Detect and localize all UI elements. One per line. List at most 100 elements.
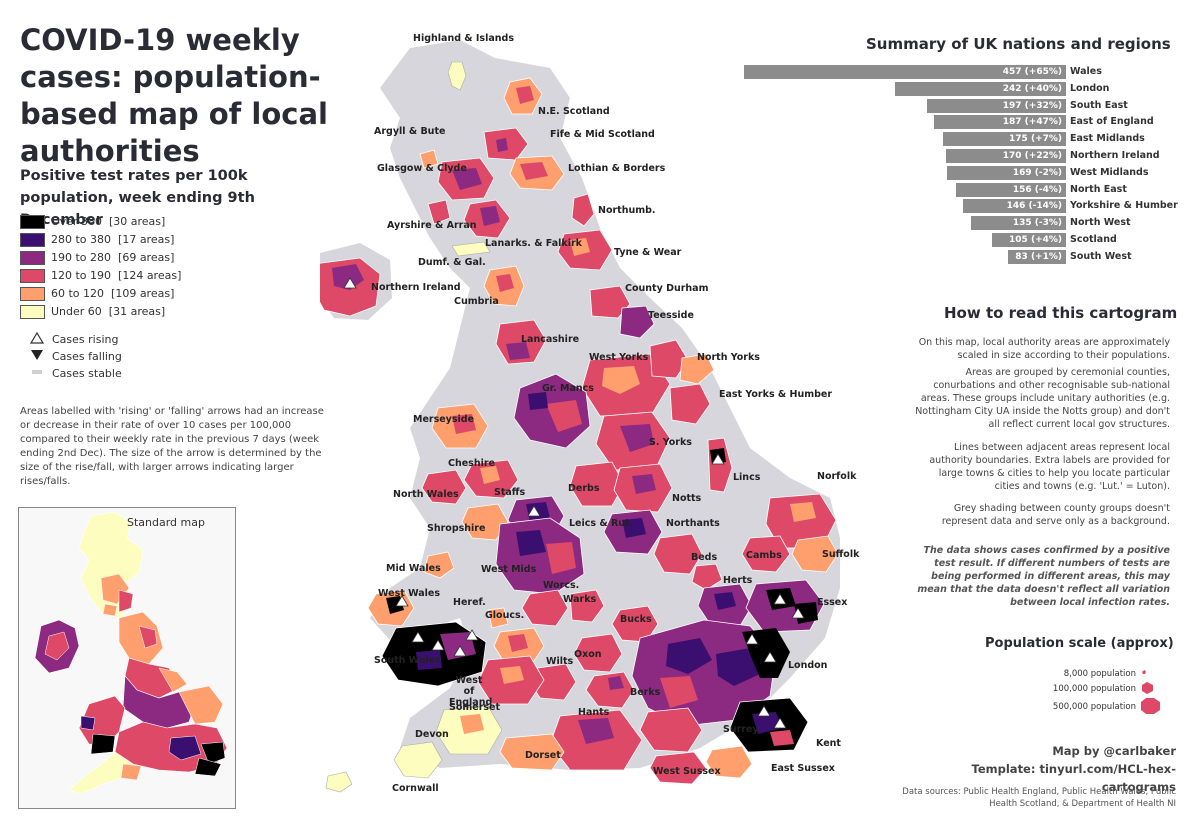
summary-bar-value: 197 (+32%) <box>1002 100 1062 111</box>
legend-swatch <box>20 268 45 283</box>
summary-bar-label: London <box>1070 82 1110 94</box>
summary-bar <box>992 233 1066 247</box>
map-label: West Mids <box>481 564 537 575</box>
map-label: Lanarks. & Falkirk <box>485 238 582 249</box>
arrows-note: Areas labelled with 'rising' or 'falling… <box>20 406 324 487</box>
map-label: Hants <box>578 707 610 718</box>
summary-bar-value: 156 (-4%) <box>1012 184 1062 195</box>
summary-bar-value: 135 (-3%) <box>1012 218 1062 229</box>
map-label: N.E. Scotland <box>538 106 610 117</box>
map-label: East Sussex <box>771 763 835 774</box>
page-title: COVID-19 weekly cases: population-based … <box>20 23 328 168</box>
trend-label: Cases rising <box>52 333 119 346</box>
summary-bar-value: 187 (+47%) <box>1002 117 1062 128</box>
population-scale-label: 100,000 population <box>1052 684 1136 694</box>
summary-bar-label: West Midlands <box>1070 166 1149 178</box>
map-label: Devon <box>415 729 449 740</box>
legend-label: 280 to 380 <box>51 233 112 246</box>
map-label: Northumb. <box>598 205 656 216</box>
summary-bar <box>947 165 1066 180</box>
summary-bar-label: East of England <box>1070 116 1154 128</box>
legend-item-120-190: 120 to 190 [124 areas] <box>20 267 181 284</box>
map-label: Somerset <box>449 702 501 713</box>
legend-label: Under 60 <box>51 305 102 318</box>
map-label: Lancashire <box>521 334 580 345</box>
legend-count: [17 areas] <box>118 233 175 246</box>
map-label: Tyne & Wear <box>614 247 682 258</box>
legend-count: [30 areas] <box>108 215 166 228</box>
summary-bar <box>963 199 1066 214</box>
map-label: Lothian & Borders <box>568 163 666 174</box>
summary-bar-label: Wales <box>1070 66 1102 77</box>
map-label: Wilts <box>546 656 574 667</box>
summary-bar <box>971 216 1066 231</box>
legend-count: [109 areas] <box>111 287 175 300</box>
summary-bar <box>927 98 1066 113</box>
summary-bar-label: North East <box>1070 183 1127 195</box>
hex-cartogram <box>320 40 840 793</box>
summary-bar-value: 175 (+7%) <box>1009 134 1062 145</box>
howto-paragraph: Lines between adjacent areas represent l… <box>929 442 1170 492</box>
map-label: Gr. Mancs <box>542 383 594 394</box>
map-label: Surrey <box>723 724 759 735</box>
stable-bar-icon <box>28 366 46 381</box>
legend-item-under-60: Under 60 [31 areas] <box>20 303 165 320</box>
legend-item-280-380: 280 to 380 [17 areas] <box>20 231 174 248</box>
map-label: Worcs. <box>543 580 580 591</box>
trend-rising: Cases rising <box>28 331 119 347</box>
trend-falling: Cases falling <box>28 349 122 364</box>
legend-swatch <box>20 232 45 247</box>
map-label: Cumbria <box>454 296 499 307</box>
summary-bar <box>1008 249 1066 264</box>
legend-item-190-280: 190 to 280 [69 areas] <box>20 249 174 266</box>
map-label: Notts <box>672 493 702 504</box>
summary-bar-value: 457 (+65%) <box>1002 67 1062 77</box>
legend-swatch <box>20 214 45 229</box>
author-credit: Map by @carlbaker <box>1052 744 1176 758</box>
summary-bar-value: 105 (+4%) <box>1009 235 1062 245</box>
map-label: West of England <box>449 675 493 708</box>
map-label: Suffolk <box>822 549 860 560</box>
map-label: Northern Ireland <box>371 282 461 293</box>
summary-bar-value: 170 (+22%) <box>1002 151 1062 161</box>
triangle-up-icon <box>28 331 46 347</box>
map-label: Berks <box>630 687 661 698</box>
legend-item-60-120: 60 to 120 [109 areas] <box>20 285 174 302</box>
map-label: Cornwall <box>392 783 439 794</box>
summary-bar <box>744 65 1066 79</box>
map-label: East Yorks & Humber <box>719 389 833 400</box>
map-label: Dorset <box>525 750 561 761</box>
howto-paragraph: Grey shading between county groups doesn… <box>941 503 1170 527</box>
legend-swatch <box>20 286 45 301</box>
map-label: Highland & Islands <box>413 33 514 44</box>
population-scale-hexes <box>1141 670 1160 714</box>
legend-label: 120 to 190 <box>51 269 112 282</box>
trend-label: Cases stable <box>52 367 122 380</box>
summary-bar <box>895 81 1066 96</box>
map-label: South Wales <box>374 655 441 666</box>
summary-bar <box>934 115 1066 130</box>
legend-label: Over 380 <box>51 215 102 228</box>
map-label: North Wales <box>393 489 459 500</box>
map-label: West Wales <box>378 588 440 599</box>
summary-bar-value: 242 (+40%) <box>1002 83 1062 94</box>
credit: Map by @carlbaker Template: tinyurl.com/… <box>930 742 1176 796</box>
data-sources: Data sources: Public Health England, Pub… <box>902 787 1176 809</box>
trend-label: Cases falling <box>52 350 122 363</box>
map-label: Cambs <box>746 550 782 561</box>
population-scale-title: Population scale (approx) <box>985 636 1174 651</box>
population-scale-label: 8,000 population <box>1063 669 1136 679</box>
map-label: Ayrshire & Arran <box>387 220 477 231</box>
map-label: Lincs <box>733 472 761 483</box>
map-label: Cheshire <box>448 458 495 469</box>
triangle-down-icon <box>28 349 46 364</box>
map-label: Northants <box>666 518 720 529</box>
howto-title: How to read this cartogram <box>944 304 1178 322</box>
summary-bar-label: South East <box>1070 99 1128 111</box>
legend-swatch <box>20 250 45 265</box>
legend-label: 60 to 120 <box>51 287 105 300</box>
map-label: Argyll & Bute <box>374 126 446 137</box>
map-label: Herts <box>723 575 753 586</box>
summary-bar-value: 83 (+1%) <box>1015 251 1062 262</box>
map-label: Mid Wales <box>386 563 441 574</box>
